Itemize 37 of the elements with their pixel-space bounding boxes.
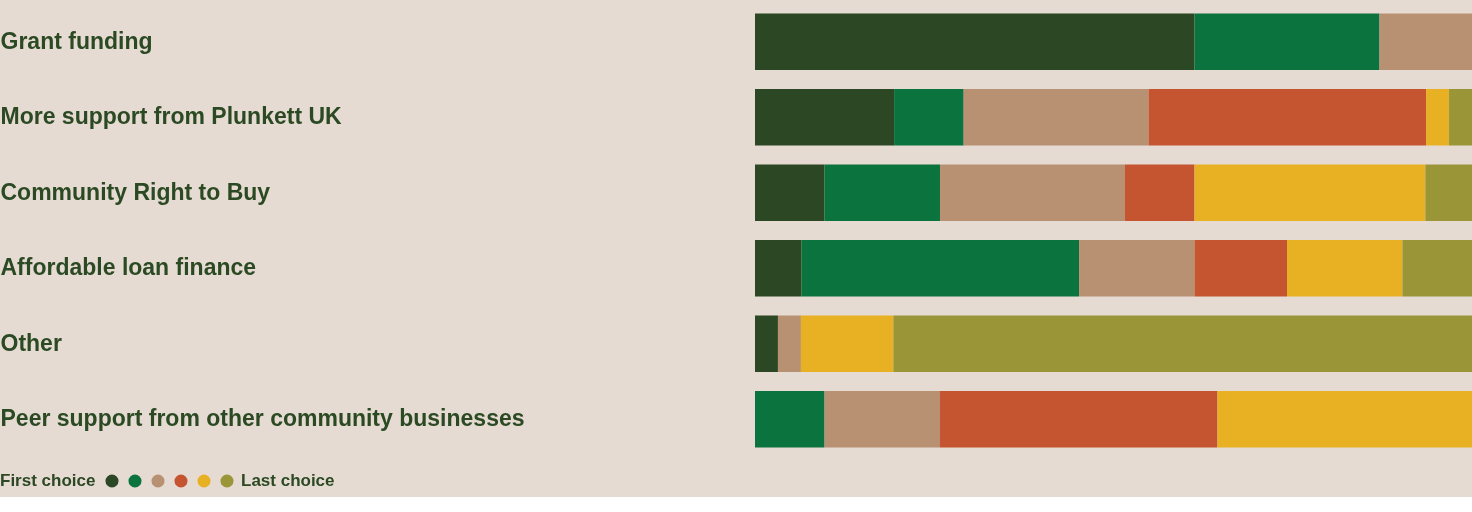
bar — [1425, 164, 1472, 222]
bar — [755, 239, 802, 297]
bar — [755, 13, 1195, 71]
y-tick-label: Affordable loan finance — [0, 254, 257, 281]
bar — [755, 315, 778, 373]
bar — [939, 390, 1218, 448]
bar — [939, 164, 1125, 222]
bar — [1194, 164, 1426, 222]
y-tick-label: Peer support from other community businesses — [0, 405, 525, 432]
bar — [1194, 13, 1380, 71]
y-tick-label: Community Right to Buy — [0, 178, 271, 205]
y-tick-label: More support from Plunkett UK — [0, 103, 343, 130]
bar — [1194, 239, 1288, 297]
bar — [1449, 88, 1472, 146]
bar — [800, 315, 894, 373]
legend-label: Last choice — [241, 471, 335, 490]
bar — [1217, 390, 1472, 448]
bar — [1148, 88, 1427, 146]
bar — [893, 315, 1472, 373]
bar — [1379, 13, 1472, 71]
bar — [824, 390, 940, 448]
y-tick-label: Grant funding — [0, 27, 153, 54]
bar — [963, 88, 1149, 146]
bar — [777, 315, 801, 373]
bar — [894, 88, 964, 146]
bar — [1079, 239, 1195, 297]
bar — [801, 239, 1080, 297]
text: First choice — [0, 471, 96, 490]
bar — [824, 164, 940, 222]
bar — [1287, 239, 1403, 297]
bar — [1124, 164, 1195, 222]
bar — [1426, 88, 1450, 146]
bar — [755, 390, 825, 448]
bar — [1402, 239, 1472, 297]
bar — [755, 164, 825, 222]
bar — [755, 88, 895, 146]
y-tick-label: Other — [0, 329, 62, 356]
